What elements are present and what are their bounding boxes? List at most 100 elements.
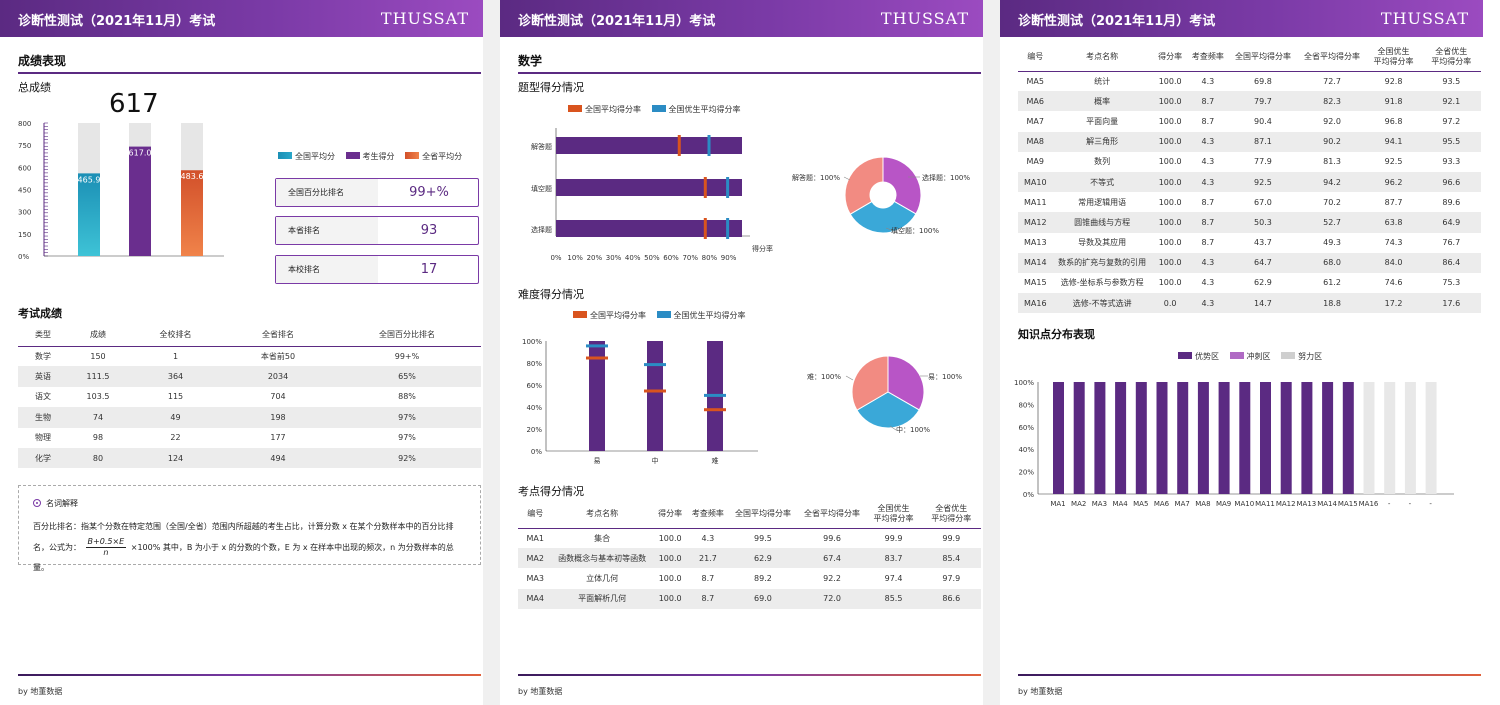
bar xyxy=(1425,382,1437,494)
x-tick-label: 60% xyxy=(663,254,679,262)
page-header: 诊断性测试（2021年11月）考试 THUSSAT xyxy=(0,0,483,37)
table-cell: 177 xyxy=(270,433,286,443)
table-cell: MA11 xyxy=(1023,197,1047,207)
section-rule xyxy=(18,72,481,74)
table-cell: 数学 xyxy=(35,351,51,361)
table-header-row: 编号 考点名称 得分率 考查频率 全国平均得分率 全省平均得分率 全国优生 平均得分率 全省优生… xyxy=(1018,44,1481,72)
knowledge-legend: 优势区 冲刺区 努力区 xyxy=(1170,351,1322,362)
column-header: 全省优生 平均得分率 xyxy=(921,501,981,529)
table-cell: MA8 xyxy=(1018,131,1053,152)
table-cell: 115 xyxy=(167,392,184,402)
column-header: 成绩 xyxy=(68,325,128,347)
x-tick-label: MA7 xyxy=(1175,500,1190,508)
top-avg-marker xyxy=(586,344,608,348)
table-cell: 100.0 xyxy=(1151,212,1189,233)
category-label: 解答题 xyxy=(531,142,552,151)
top-avg-marker xyxy=(726,177,730,198)
table-cell: 本省前50 xyxy=(260,351,296,361)
pie-slice xyxy=(849,200,917,234)
table-cell: 86.4 xyxy=(1421,252,1481,273)
x-tick-label: 0% xyxy=(550,254,561,262)
table-cell: 生物 xyxy=(18,407,68,428)
x-tick-label: - xyxy=(1388,500,1391,508)
table-cell: 100.0 xyxy=(1158,76,1182,86)
column-header: 考点名称 xyxy=(1052,44,1152,72)
formula-denominator: n xyxy=(103,548,109,557)
table-cell: 17.2 xyxy=(1365,293,1422,314)
column-header: 考点名称 xyxy=(552,501,652,529)
section-title: 数学 xyxy=(518,54,543,68)
table-cell: 92% xyxy=(333,447,481,469)
table-cell: 化学 xyxy=(18,447,68,469)
legend-label: 优势区 xyxy=(1195,352,1219,361)
national-avg-marker xyxy=(703,218,707,239)
table-cell: MA10 xyxy=(1018,171,1053,193)
table-cell: MA7 xyxy=(1026,116,1044,126)
table-cell: 8.7 xyxy=(701,573,715,583)
y-tick-label: 100% xyxy=(1014,379,1034,387)
table-cell: 50.3 xyxy=(1227,212,1299,233)
table-row: 语文 103.5 115 704 88% xyxy=(18,387,481,407)
y-tick-label: 0% xyxy=(531,448,542,456)
table-cell: 8.7 xyxy=(1188,91,1228,112)
glossary-line: 名，公式为： B+0.5×E n ×100% 其中，B 为小于 x 的分数的个数… xyxy=(33,537,469,578)
table-cell: MA12 xyxy=(1018,212,1053,233)
legend-swatch-effort xyxy=(1281,352,1296,359)
pie-slice xyxy=(844,156,884,215)
table-row: 数学 150 1 本省前50 99+% xyxy=(18,346,481,366)
y-tick-label: 40% xyxy=(526,404,542,412)
table-cell: 22 xyxy=(170,433,181,443)
table-row: MA12 圆锥曲线与方程 100.0 8.7 50.3 52.7 63.8 64.9 xyxy=(1018,212,1481,233)
bar xyxy=(1053,382,1064,494)
table-cell: 72.0 xyxy=(798,588,866,609)
pie-label-leader xyxy=(845,375,854,381)
table-cell: 100.0 xyxy=(658,573,682,583)
table-cell: 85.5 xyxy=(865,588,922,609)
page-gap xyxy=(483,0,500,705)
pie-label: 易：100% xyxy=(928,373,962,381)
x-tick-label: 易 xyxy=(594,457,601,465)
table-row: MA4 平面解析几何 100.0 8.7 69.0 72.0 85.5 86.6 xyxy=(518,588,981,609)
table-cell: 选修-坐标系与参数方程 xyxy=(1060,278,1144,288)
x-tick-label: MA13 xyxy=(1297,500,1317,508)
table-cell: 43.7 xyxy=(1254,238,1272,248)
legend-swatch-sprint xyxy=(1229,352,1244,359)
x-tick-label: MA10 xyxy=(1234,500,1254,508)
bar xyxy=(1404,382,1416,494)
table-cell: MA9 xyxy=(1026,157,1044,167)
table-row: MA10 不等式 100.0 4.3 92.5 94.2 96.2 96.6 xyxy=(1018,171,1481,193)
y-tick-label: 0% xyxy=(1023,491,1034,499)
table-cell: 4.3 xyxy=(1201,76,1215,86)
table-cell: 124 xyxy=(128,447,223,469)
table-cell: 63.8 xyxy=(1365,212,1422,233)
top-avg-marker xyxy=(644,363,666,367)
column-header: 全国优生 平均得分率 xyxy=(865,501,922,529)
table-cell: 92.2 xyxy=(823,573,841,583)
table-row: MA1 集合 100.0 4.3 99.5 99.6 99.9 99.9 xyxy=(518,528,981,548)
rank-box-school: 本校排名 17 xyxy=(275,255,479,284)
top-avg-marker xyxy=(707,135,711,156)
table-cell: 69.8 xyxy=(1254,76,1272,86)
table-cell: 87.1 xyxy=(1227,131,1299,152)
thussat-logo: THUSSAT xyxy=(1380,9,1469,28)
pie-label: 难：100% xyxy=(807,372,841,381)
table-cell: MA15 xyxy=(1023,278,1047,288)
table-cell: 82.3 xyxy=(1298,91,1366,112)
table-cell: 92.1 xyxy=(1421,91,1481,112)
difficulty-title: 难度得分情况 xyxy=(518,288,584,301)
pie-label: 选择题：100% xyxy=(922,173,970,182)
x-tick-label: MA11 xyxy=(1255,500,1275,508)
table-cell: 88% xyxy=(398,392,416,402)
table-cell: 89.6 xyxy=(1442,197,1461,207)
table-cell: MA1 xyxy=(526,533,544,543)
table-cell: 集合 xyxy=(594,533,611,543)
bar xyxy=(1322,382,1334,494)
table-row: MA8 解三角形 100.0 4.3 87.1 90.2 94.1 95.5 xyxy=(1018,131,1481,152)
rank-value: 99+% xyxy=(409,185,449,200)
bar xyxy=(1260,382,1271,494)
total-label: 总成绩 xyxy=(18,81,51,94)
table-cell: 64.9 xyxy=(1421,212,1481,233)
page-header: 诊断性测试（2021年11月）考试 THUSSAT xyxy=(500,0,983,37)
table-cell: 89.2 xyxy=(754,573,772,583)
bar xyxy=(556,220,742,237)
